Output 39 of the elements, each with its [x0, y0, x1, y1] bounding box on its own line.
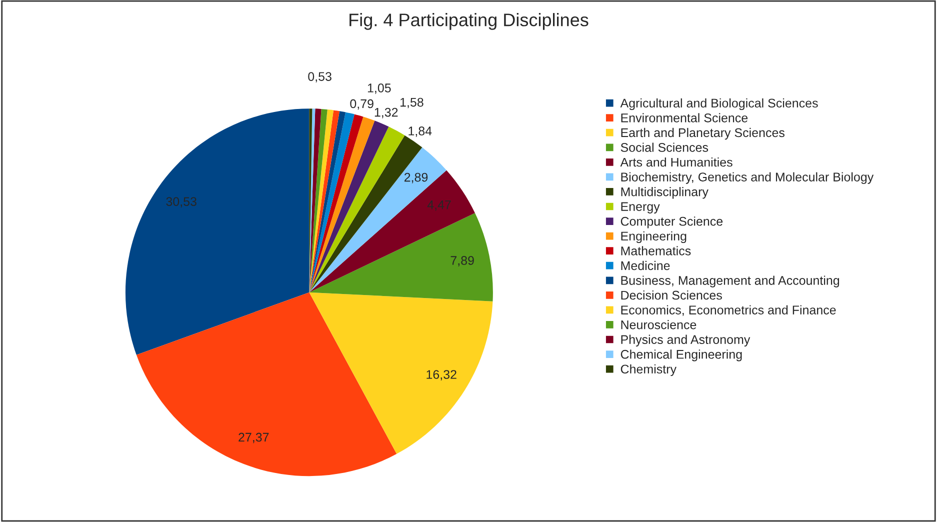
data-label: 1,58 [400, 98, 424, 108]
pie-slice [309, 292, 493, 454]
legend-label: Engineering [621, 231, 686, 244]
legend-label: Arts and Humanities [620, 157, 732, 167]
data-label: 4,47 [427, 200, 451, 211]
data-label: 7,89 [450, 256, 474, 266]
data-label: 1,32 [374, 108, 398, 118]
legend-label: Energy [621, 202, 660, 214]
legend-label: Computer Science [620, 216, 723, 228]
legend-label: Business, Management and Accounting [621, 276, 840, 288]
pie-slice [136, 292, 397, 476]
pie-slice [309, 120, 389, 292]
legend-label: Social Sciences [620, 142, 708, 152]
legend-label: Earth and Planetary Sciences [621, 128, 784, 140]
pie-slice [309, 114, 364, 292]
data-label: 30,53 [166, 197, 196, 208]
data-label: 0,79 [350, 99, 374, 110]
legend-label: Biochemistry, Genetics and Molecular Biology [621, 172, 874, 184]
legend-label: Multidisciplinary [621, 187, 708, 199]
pie-slice [309, 112, 354, 292]
pie-slice [309, 126, 405, 292]
legend-label: Medicine [621, 260, 670, 270]
legend-label: Chemical Engineering [620, 350, 742, 362]
data-label: 27,37 [238, 432, 269, 444]
legend-label: Decision Sciences [621, 290, 722, 300]
data-label: 1,05 [368, 84, 391, 94]
legend-label: Environmental Science [621, 113, 748, 122]
legend-label: Chemistry [620, 364, 676, 376]
legend-label: Physics and Astronomy [621, 334, 750, 346]
pie-slice [309, 116, 375, 292]
legend-label: Neuroscience [621, 320, 696, 330]
data-label: 1,84 [408, 126, 432, 137]
data-label: 16,32 [426, 370, 456, 380]
data-label: 0,53 [308, 72, 332, 82]
chart-title: Fig. 4 Participating Disciplines [350, 13, 588, 30]
data-label: 2,89 [404, 172, 428, 184]
legend-label: Agricultural and Biological Sciences [620, 98, 818, 110]
legend-label: Economics, Econometrics and Finance [621, 305, 836, 316]
legend-label: Mathematics [621, 246, 691, 256]
